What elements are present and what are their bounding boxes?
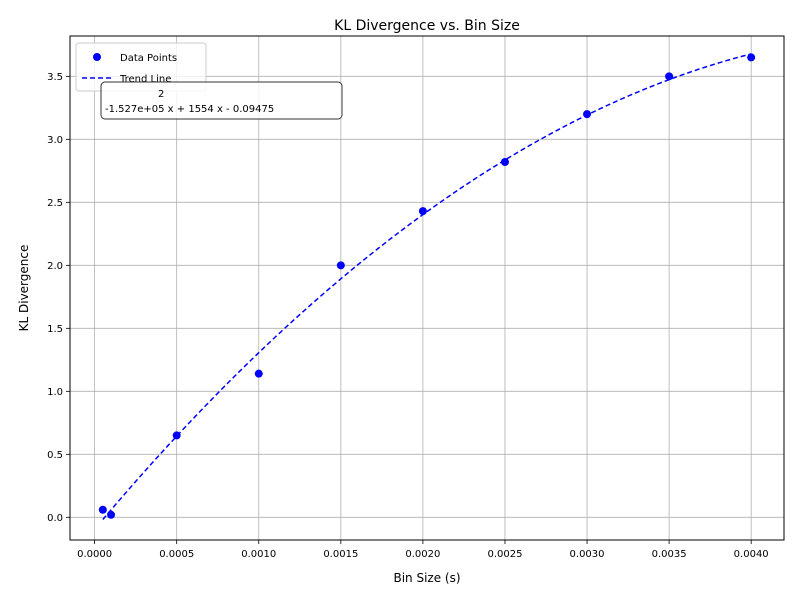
legend-label-data-points: Data Points [120,53,177,64]
x-tick-label: 0.0010 [241,549,276,560]
trend-line [102,53,752,521]
y-axis-ticks: 0.0 0.5 1.0 1.5 2.0 2.5 3.0 3.5 [47,72,70,524]
y-tick-label: 3.5 [47,72,63,83]
data-point [418,207,427,216]
y-axis-label: KL Divergence [17,245,31,332]
legend-label-trend-line: Trend Line [119,74,171,85]
data-point [254,369,263,378]
y-tick-label: 1.5 [47,324,63,335]
x-axis-label: Bin Size (s) [393,571,460,585]
x-tick-label: 0.0035 [652,549,687,560]
x-tick-label: 0.0020 [405,549,440,560]
y-tick-label: 2.5 [47,198,63,209]
x-tick-label: 0.0005 [159,549,194,560]
equation-box [100,81,343,120]
equation-exponent: 2 [158,89,164,100]
y-tick-label: 2.0 [47,261,63,272]
data-point [500,158,509,166]
x-tick-label: 0.0000 [77,549,112,560]
x-tick-label: 0.0015 [323,549,358,560]
data-point [336,261,345,270]
x-axis-ticks: 0.0000 0.0005 0.0010 0.0015 0.0020 0.0025 0.00… [77,540,769,560]
equation-annotation: 2 -1.527e+05 x + 1554 x - 0.09475 [100,81,343,120]
x-tick-label: 0.0030 [570,549,605,560]
equation-text: -1.527e+05 x + 1554 x - 0.09475 [105,104,274,115]
data-point [172,431,181,440]
data-point [583,110,592,119]
data-point [107,510,116,519]
x-tick-label: 0.0040 [734,549,769,560]
trend-line-group [102,53,752,521]
data-point [98,505,107,514]
legend-marker-data-points [93,53,101,61]
legend: Data Points Trend Line [75,42,207,92]
y-tick-label: 3.0 [47,135,63,146]
gridlines [70,36,784,540]
chart-title: KL Divergence vs. Bin Size [334,18,520,34]
x-tick-label: 0.0025 [487,549,522,560]
y-tick-label: 0.0 [47,513,63,524]
data-point [747,53,756,62]
y-tick-label: 1.0 [47,387,63,398]
y-tick-label: 0.5 [47,450,63,461]
data-point [665,72,674,81]
plot-frame [69,35,785,541]
data-points-group [98,53,756,519]
